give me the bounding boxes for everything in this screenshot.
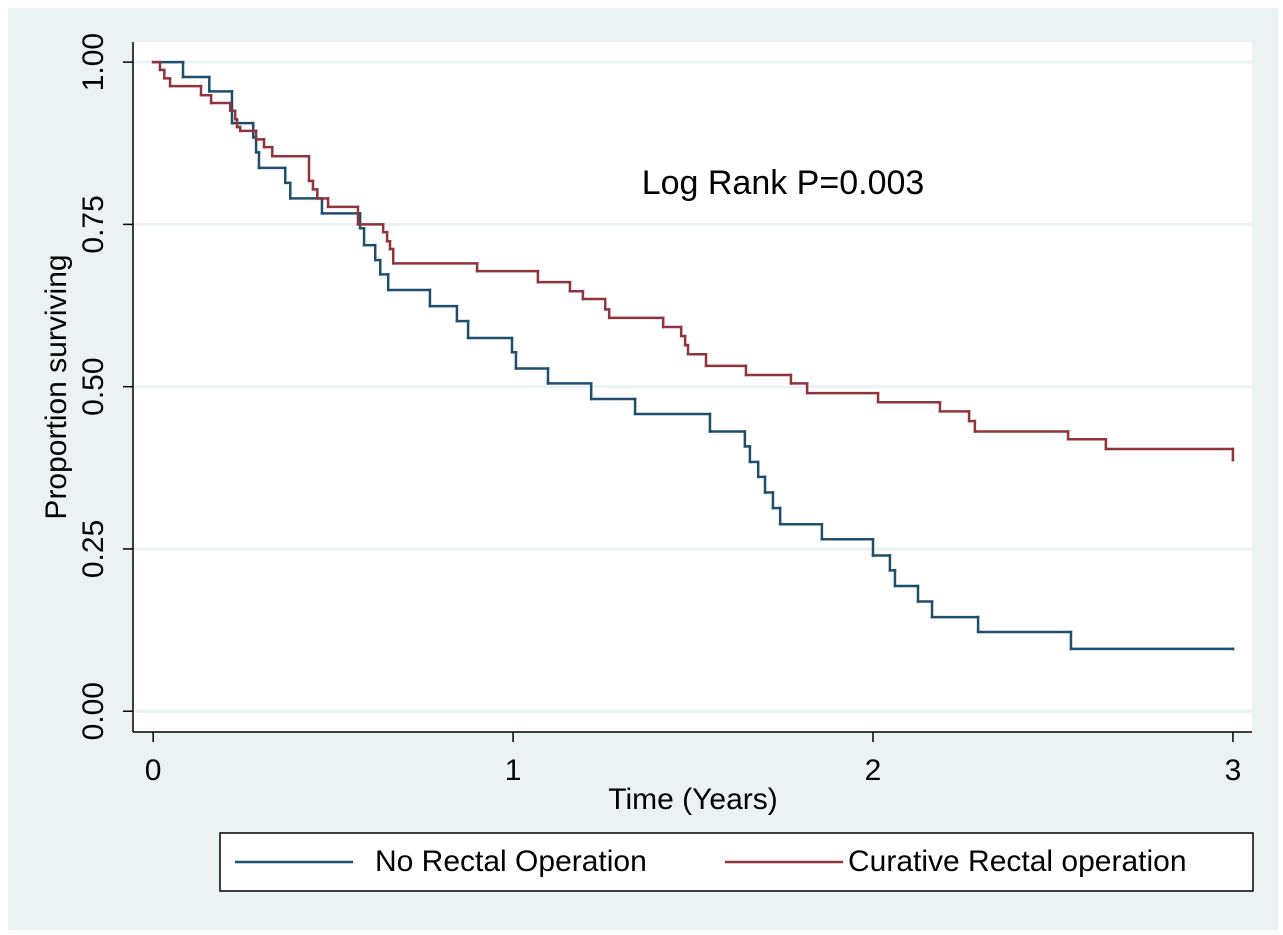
annotation: Log Rank P=0.003 xyxy=(642,164,925,202)
legend-label: No Rectal Operation xyxy=(375,845,647,878)
legend-label: Curative Rectal operation xyxy=(848,845,1187,878)
y-axis-label: Proportion surviving xyxy=(40,254,73,519)
x-tick-label: 2 xyxy=(865,754,882,787)
x-axis-label: Time (Years) xyxy=(608,783,777,816)
y-tick-label: 0.75 xyxy=(77,195,110,253)
x-tick-label: 3 xyxy=(1225,754,1242,787)
y-tick-label: 0.50 xyxy=(77,357,110,415)
y-tick-label: 1.00 xyxy=(77,33,110,91)
x-tick-label: 1 xyxy=(505,754,522,787)
legend-box xyxy=(219,832,1254,892)
x-tick-label: 0 xyxy=(145,754,162,787)
y-tick-label: 0.00 xyxy=(77,682,110,740)
y-tick-label: 0.25 xyxy=(77,520,110,578)
